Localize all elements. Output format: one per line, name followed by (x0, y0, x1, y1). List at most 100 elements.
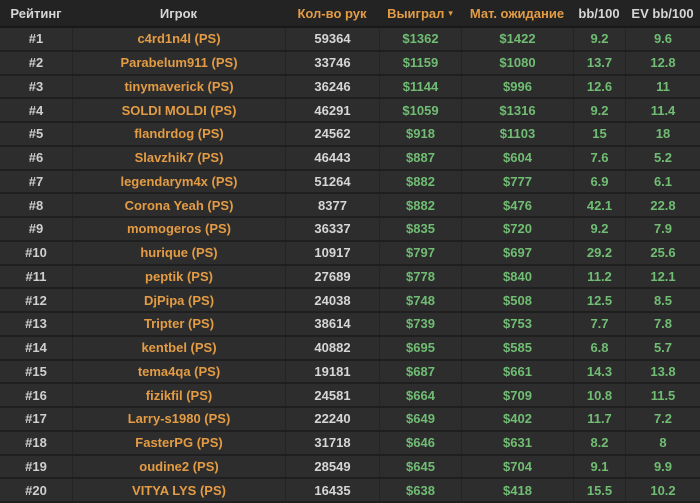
player-link[interactable]: momogeros (PS) (72, 218, 285, 240)
bb100-cell: 7.6 (573, 146, 625, 169)
won-cell: $835 (379, 218, 461, 240)
player-link[interactable]: hurique (PS) (72, 241, 285, 264)
won-cell: $1144 (379, 75, 461, 98)
player-link[interactable]: Corona Yeah (PS) (72, 194, 285, 216)
ev-cell: $661 (461, 360, 573, 383)
ev-bb100-cell: 11.5 (625, 384, 700, 406)
player-link[interactable]: DjPipa (PS) (72, 289, 285, 311)
ev-bb100-cell: 22.8 (625, 194, 700, 216)
table-row: #5 flandrdog (PS) 24562 $918 $1103 15 18 (0, 123, 700, 147)
player-link[interactable]: oudine2 (PS) (72, 455, 285, 478)
rank-cell: #2 (28, 55, 44, 71)
table-row: #8 Corona Yeah (PS) 8377 $882 $476 42.1 … (0, 194, 700, 218)
player-link[interactable]: c4rd1n4l (PS) (72, 28, 285, 50)
player-link[interactable]: Slavzhik7 (PS) (72, 146, 285, 169)
col-header-ev-bb100[interactable]: EV bb/100 (631, 5, 694, 21)
player-link[interactable]: SOLDI MOLDI (PS) (72, 99, 285, 121)
table-row: #2 Parabelum911 (PS) 33746 $1159 $1080 1… (0, 51, 700, 76)
col-header-won-label: Выиграл (387, 5, 445, 21)
hands-cell: 19181 (285, 360, 379, 383)
ev-bb100-cell: 9.6 (625, 28, 700, 50)
table-row: #12 DjPipa (PS) 24038 $748 $508 12.5 8.5 (0, 289, 700, 313)
col-header-ev[interactable]: Мат. ожидание (469, 5, 565, 21)
player-link[interactable]: peptik (PS) (72, 265, 285, 288)
hands-cell: 24581 (285, 384, 379, 406)
ev-cell: $720 (461, 218, 573, 240)
player-link[interactable]: Larry-s1980 (PS) (72, 408, 285, 430)
rank-cell: #7 (28, 173, 44, 189)
table-body: #1 c4rd1n4l (PS) 59364 $1362 $1422 9.2 9… (0, 28, 700, 503)
player-link[interactable]: tema4qa (PS) (72, 360, 285, 383)
won-cell: $664 (379, 384, 461, 406)
player-link[interactable]: legendarym4x (PS) (72, 170, 285, 193)
bb100-cell: 11.2 (573, 265, 625, 288)
ev-cell: $709 (461, 384, 573, 406)
ev-bb100-cell: 9.9 (625, 455, 700, 478)
bb100-cell: 8.2 (573, 431, 625, 454)
ev-bb100-cell: 11.4 (625, 99, 700, 121)
bb100-cell: 42.1 (573, 194, 625, 216)
hands-cell: 22240 (285, 408, 379, 430)
bb100-cell: 9.2 (573, 99, 625, 121)
bb100-cell: 6.9 (573, 170, 625, 193)
won-cell: $797 (379, 241, 461, 264)
player-link[interactable]: VITYA LYS (PS) (72, 479, 285, 501)
rank-cell: #14 (25, 340, 47, 356)
bb100-cell: 7.7 (573, 313, 625, 335)
player-link[interactable]: flandrdog (PS) (72, 123, 285, 145)
col-header-rank[interactable]: Рейтинг (10, 5, 62, 21)
rank-cell: #3 (28, 78, 44, 94)
won-cell: $1159 (379, 51, 461, 74)
ev-cell: $402 (461, 408, 573, 430)
table-row: #13 Tripter (PS) 38614 $739 $753 7.7 7.8 (0, 313, 700, 337)
won-cell: $1059 (379, 99, 461, 121)
bb100-cell: 9.1 (573, 455, 625, 478)
won-cell: $739 (379, 313, 461, 335)
ev-cell: $753 (461, 313, 573, 335)
bb100-cell: 15.5 (573, 479, 625, 501)
won-cell: $882 (379, 170, 461, 193)
won-cell: $778 (379, 265, 461, 288)
bb100-cell: 29.2 (573, 241, 625, 264)
col-header-won[interactable]: Выиграл ▾ (379, 0, 461, 26)
rank-cell: #4 (28, 102, 44, 118)
col-header-bb100[interactable]: bb/100 (578, 5, 620, 21)
table-row: #9 momogeros (PS) 36337 $835 $720 9.2 7.… (0, 218, 700, 242)
rank-cell: #19 (25, 458, 47, 474)
player-link[interactable]: fizikfil (PS) (72, 384, 285, 406)
rank-cell: #17 (25, 411, 47, 427)
player-link[interactable]: tinymaverick (PS) (72, 75, 285, 98)
col-header-hands[interactable]: Кол-во рук (297, 5, 367, 21)
rank-cell: #5 (28, 126, 44, 142)
player-link[interactable]: kentbel (PS) (72, 336, 285, 359)
hands-cell: 36337 (285, 218, 379, 240)
hands-cell: 46443 (285, 146, 379, 169)
ev-bb100-cell: 25.6 (625, 241, 700, 264)
rank-cell: #16 (25, 387, 47, 403)
player-link[interactable]: Tripter (PS) (72, 313, 285, 335)
ev-cell: $508 (461, 289, 573, 311)
hands-cell: 31718 (285, 431, 379, 454)
player-link[interactable]: Parabelum911 (PS) (72, 51, 285, 74)
hands-cell: 36246 (285, 75, 379, 98)
hands-cell: 24038 (285, 289, 379, 311)
ev-cell: $704 (461, 455, 573, 478)
hands-cell: 38614 (285, 313, 379, 335)
ev-bb100-cell: 12.1 (625, 265, 700, 288)
ev-bb100-cell: 18 (625, 123, 700, 145)
ev-cell: $996 (461, 75, 573, 98)
col-header-player[interactable]: Игрок (159, 5, 198, 21)
bb100-cell: 12.5 (573, 289, 625, 311)
table-row: #10 hurique (PS) 10917 $797 $697 29.2 25… (0, 241, 700, 266)
rank-cell: #9 (28, 221, 44, 237)
ev-bb100-cell: 13.8 (625, 360, 700, 383)
ev-bb100-cell: 5.7 (625, 336, 700, 359)
won-cell: $638 (379, 479, 461, 501)
ev-bb100-cell: 6.1 (625, 170, 700, 193)
hands-cell: 27689 (285, 265, 379, 288)
player-link[interactable]: FasterPG (PS) (72, 431, 285, 454)
won-cell: $649 (379, 408, 461, 430)
rank-cell: #10 (25, 245, 47, 261)
table-row: #20 VITYA LYS (PS) 16435 $638 $418 15.5 … (0, 479, 700, 503)
